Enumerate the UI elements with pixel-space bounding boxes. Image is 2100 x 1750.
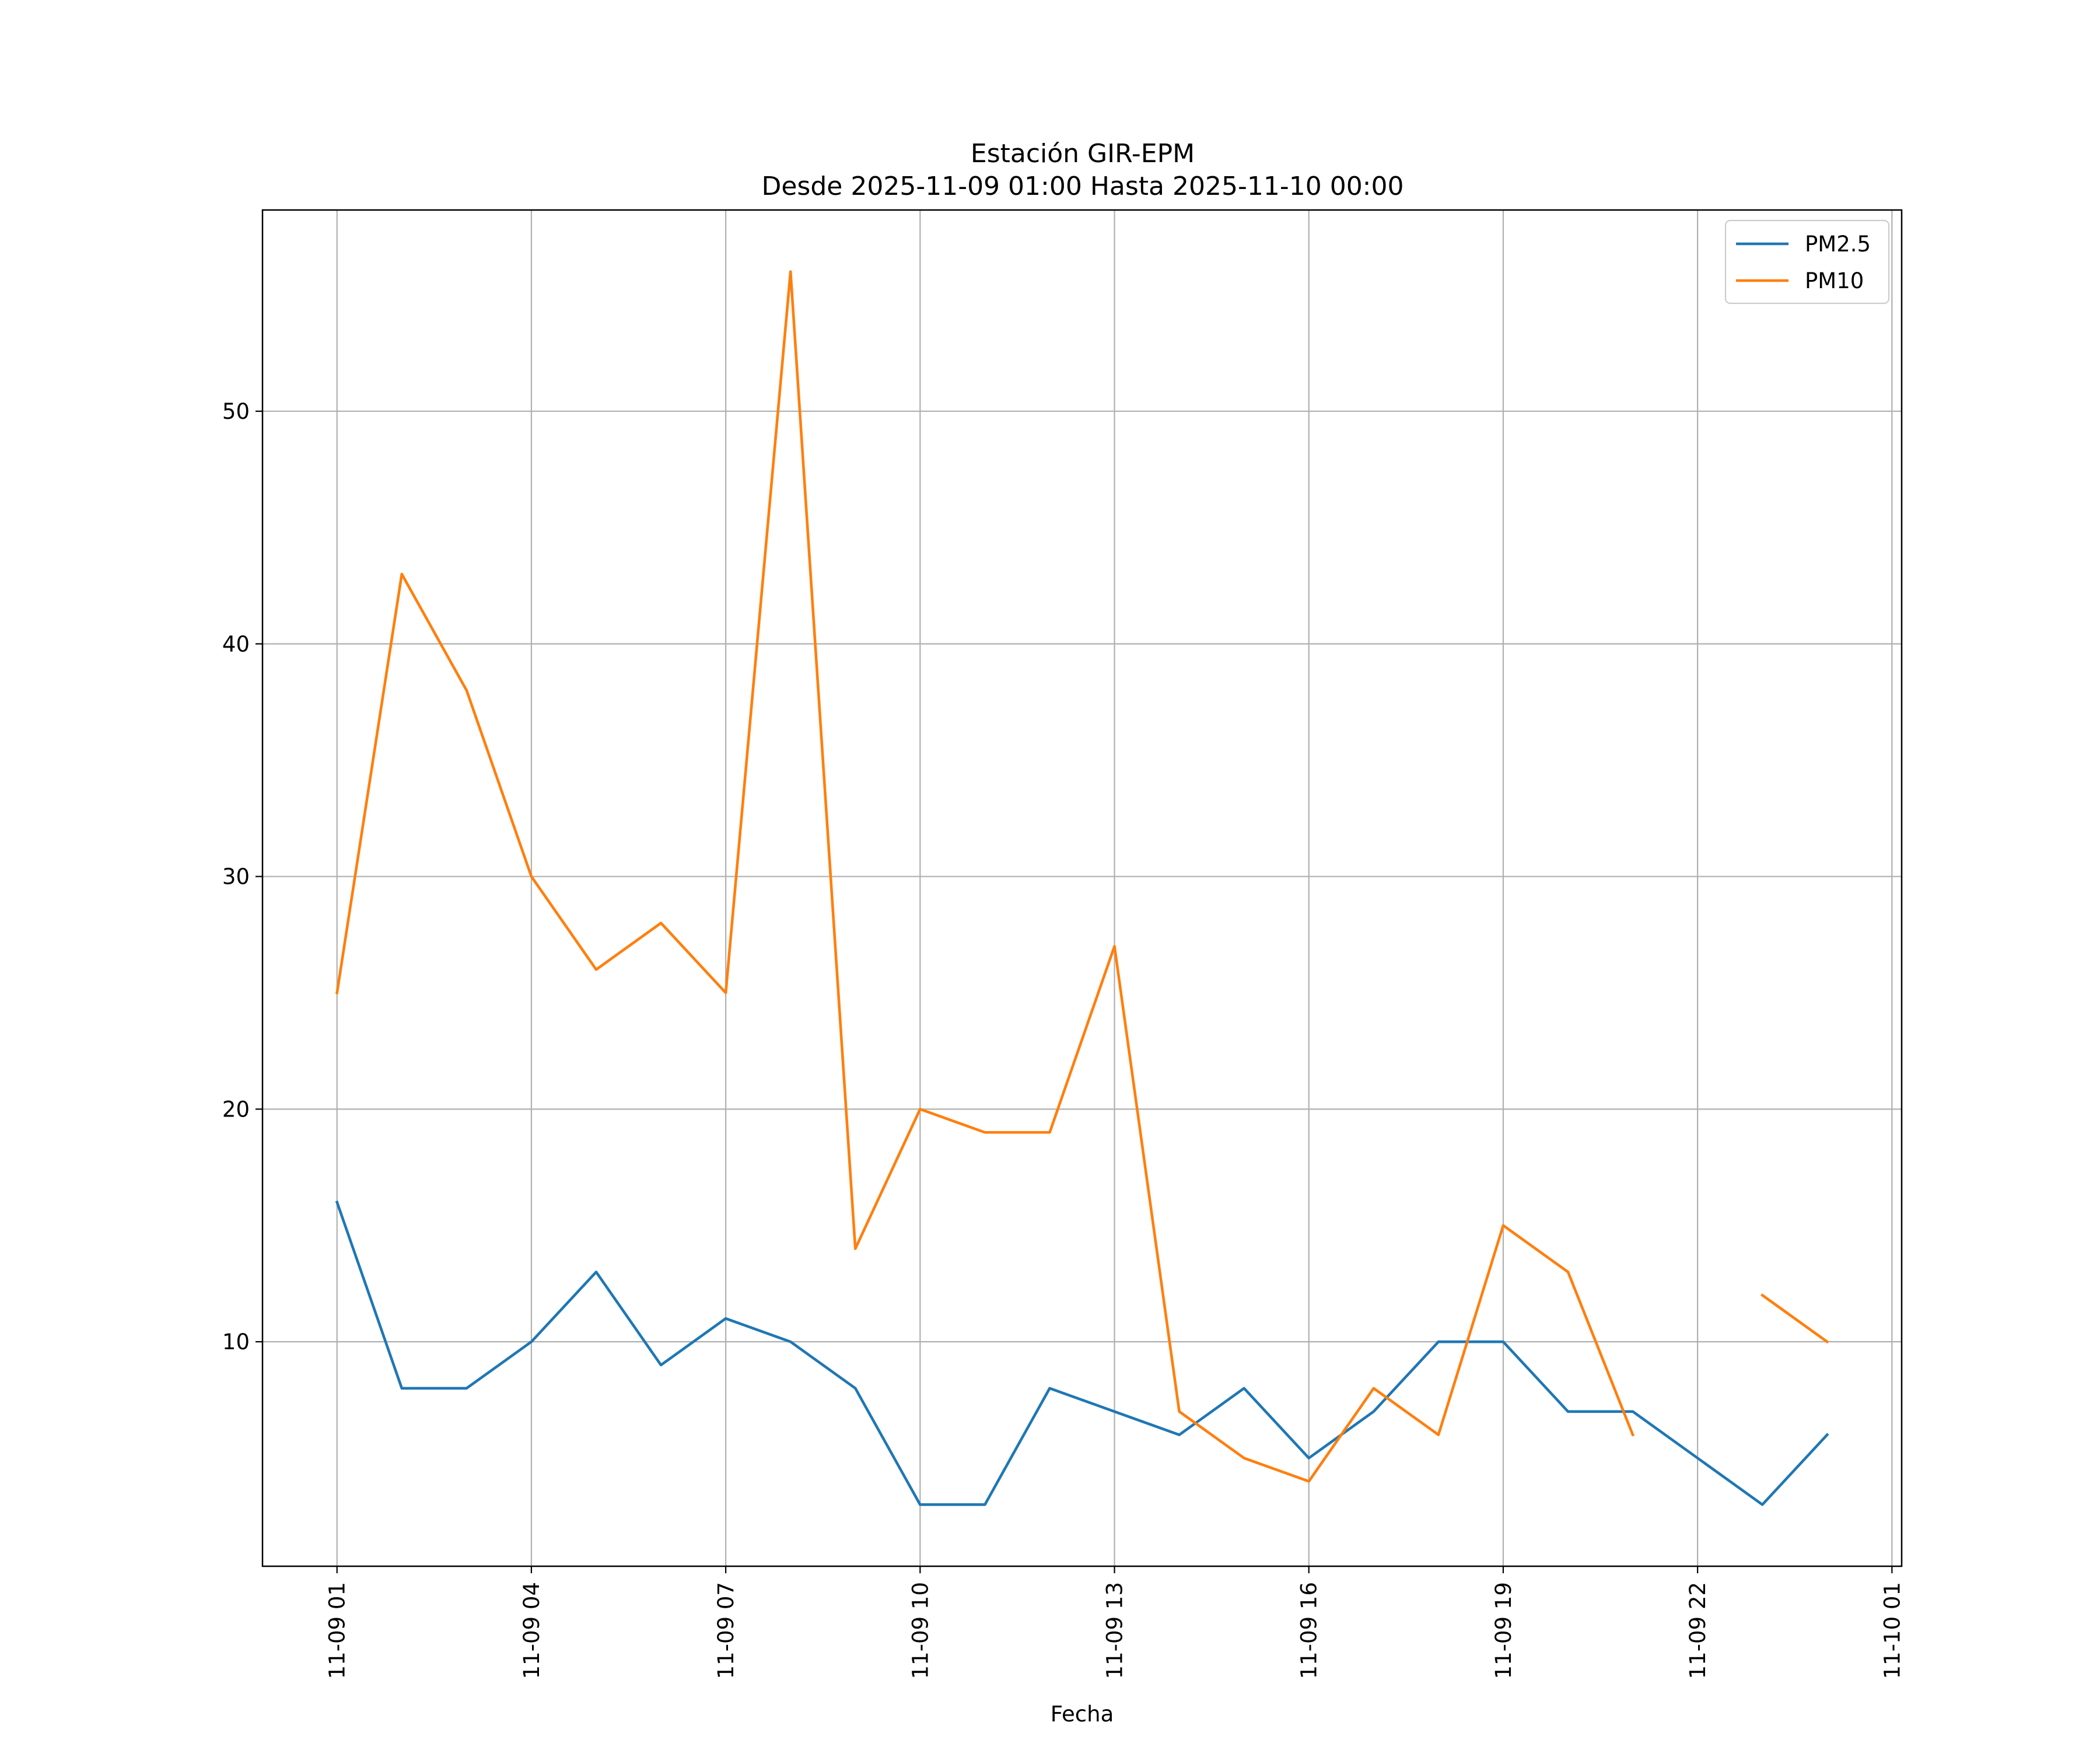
x-tick-label: 11-09 13 xyxy=(1102,1582,1128,1679)
x-tick-label: 11-09 16 xyxy=(1297,1582,1322,1679)
legend-box xyxy=(1724,219,1890,304)
legend-label-pm25: PM2.5 xyxy=(1805,232,1871,257)
axes-frame xyxy=(261,209,1903,1567)
y-tick-label: 40 xyxy=(222,632,250,657)
y-tick-label: 50 xyxy=(222,399,250,424)
x-tick-label: 11-10 01 xyxy=(1880,1582,1905,1679)
x-tick-label: 11-09 04 xyxy=(519,1582,544,1679)
series-pm10 xyxy=(335,270,1829,1483)
series-line xyxy=(335,1200,1829,1506)
legend: PM2.5 PM10 xyxy=(1724,219,1890,304)
legend-label-pm10: PM10 xyxy=(1805,268,1864,293)
x-tick-label: 11-09 19 xyxy=(1491,1582,1516,1679)
x-tick-label: 11-09 10 xyxy=(908,1582,933,1679)
x-tick-label: 11-09 07 xyxy=(713,1582,738,1679)
grid xyxy=(262,210,1902,1566)
x-axis-label: Fecha xyxy=(1051,1702,1114,1727)
series-lines xyxy=(335,270,1829,1506)
series-line xyxy=(335,270,1829,1483)
chart-title: Estación GIR-EPM xyxy=(971,139,1195,169)
y-tick-label: 30 xyxy=(222,864,250,890)
series-pm25 xyxy=(335,1200,1829,1506)
y-tick-label: 10 xyxy=(222,1329,250,1354)
x-tick-label: 11-09 01 xyxy=(325,1582,350,1679)
axis-ticks: 11-09 01 11-09 04 11-09 07 11-09 10 11-09 13… xyxy=(222,399,1905,1679)
chart-subtitle: Desde 2025-11-09 01:00 Hasta 2025-11-10 … xyxy=(761,172,1404,201)
y-tick-label: 20 xyxy=(222,1097,250,1122)
x-tick-label: 11-09 22 xyxy=(1685,1582,1710,1679)
